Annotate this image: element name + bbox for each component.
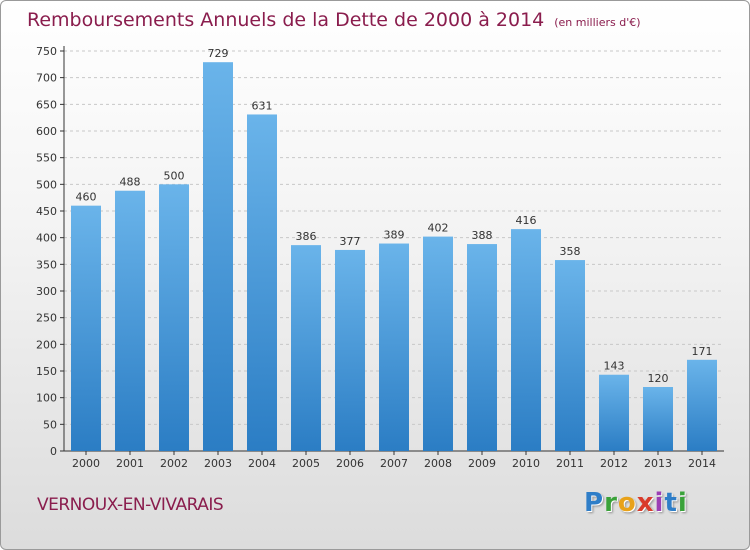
bar [291, 245, 321, 451]
x-tick-label: 2012 [600, 457, 628, 470]
bar-value-label: 389 [384, 229, 405, 242]
x-tick-label: 2010 [512, 457, 540, 470]
x-tick-label: 2001 [116, 457, 144, 470]
bar [335, 249, 365, 451]
logo-letter: i [654, 488, 665, 518]
y-tick-label: 300 [36, 285, 57, 298]
y-tick-label: 550 [36, 152, 57, 165]
bar-value-label: 171 [692, 345, 713, 358]
y-tick-label: 650 [36, 98, 57, 111]
logo-letter: i [677, 488, 688, 518]
logo-letter: x [636, 488, 655, 518]
y-tick-label: 150 [36, 365, 57, 378]
x-tick-label: 2008 [424, 457, 452, 470]
bar-value-label: 120 [648, 372, 669, 385]
y-tick-label: 400 [36, 232, 57, 245]
bar [159, 184, 189, 452]
x-tick-label: 2013 [644, 457, 672, 470]
bar-value-label: 488 [120, 176, 141, 189]
y-tick-label: 600 [36, 125, 57, 138]
x-tick-label: 2005 [292, 457, 320, 470]
bar [511, 229, 541, 451]
y-tick-label: 500 [36, 178, 57, 191]
bar [687, 359, 717, 451]
x-tick-label: 2006 [336, 457, 364, 470]
bar-value-label: 416 [516, 214, 537, 227]
logo-letter: t [664, 488, 678, 518]
bar-value-label: 729 [208, 47, 229, 60]
bar-value-label: 388 [472, 229, 493, 242]
y-tick-label: 200 [36, 338, 57, 351]
bar-value-label: 631 [252, 99, 273, 112]
y-tick-label: 750 [36, 45, 57, 58]
bar-value-label: 358 [560, 245, 581, 258]
bar-value-label: 377 [340, 235, 361, 248]
bar [555, 260, 585, 451]
x-tick-label: 2011 [556, 457, 584, 470]
y-tick-label: 100 [36, 392, 57, 405]
x-tick-label: 2003 [204, 457, 232, 470]
chart-title-text: Remboursements Annuels de la Dette de 20… [27, 9, 545, 31]
bar-value-label: 402 [428, 222, 449, 235]
y-tick-label: 350 [36, 258, 57, 271]
bar [203, 62, 233, 451]
bar [379, 243, 409, 451]
x-tick-label: 2007 [380, 457, 408, 470]
x-tick-label: 2014 [688, 457, 716, 470]
logo-letter: P [584, 488, 605, 518]
bar-value-label: 386 [296, 230, 317, 243]
commune-name: VERNOUX-EN-VIVARAIS [37, 495, 224, 515]
bar [467, 244, 497, 451]
unit-label: (en milliers d'€) [554, 16, 641, 29]
x-tick-label: 2000 [72, 457, 100, 470]
y-tick-label: 0 [50, 445, 57, 458]
bar [71, 205, 101, 451]
bar-value-label: 143 [604, 360, 625, 373]
logo-letter: o [617, 488, 637, 518]
y-tick-label: 250 [36, 312, 57, 325]
y-tick-label: 450 [36, 205, 57, 218]
x-tick-label: 2004 [248, 457, 276, 470]
bar [247, 114, 277, 451]
y-tick-label: 50 [43, 418, 57, 431]
bar-value-label: 500 [164, 169, 185, 182]
bar [115, 190, 145, 451]
bar [599, 374, 629, 451]
proxiti-logo: Proxiti [584, 488, 688, 518]
logo-letter: r [604, 488, 618, 518]
bar [423, 236, 453, 451]
chart-title: Remboursements Annuels de la Dette de 20… [27, 9, 641, 31]
y-tick-label: 700 [36, 72, 57, 85]
bar [643, 387, 673, 451]
x-tick-label: 2009 [468, 457, 496, 470]
bar-value-label: 460 [76, 191, 97, 204]
x-tick-label: 2002 [160, 457, 188, 470]
